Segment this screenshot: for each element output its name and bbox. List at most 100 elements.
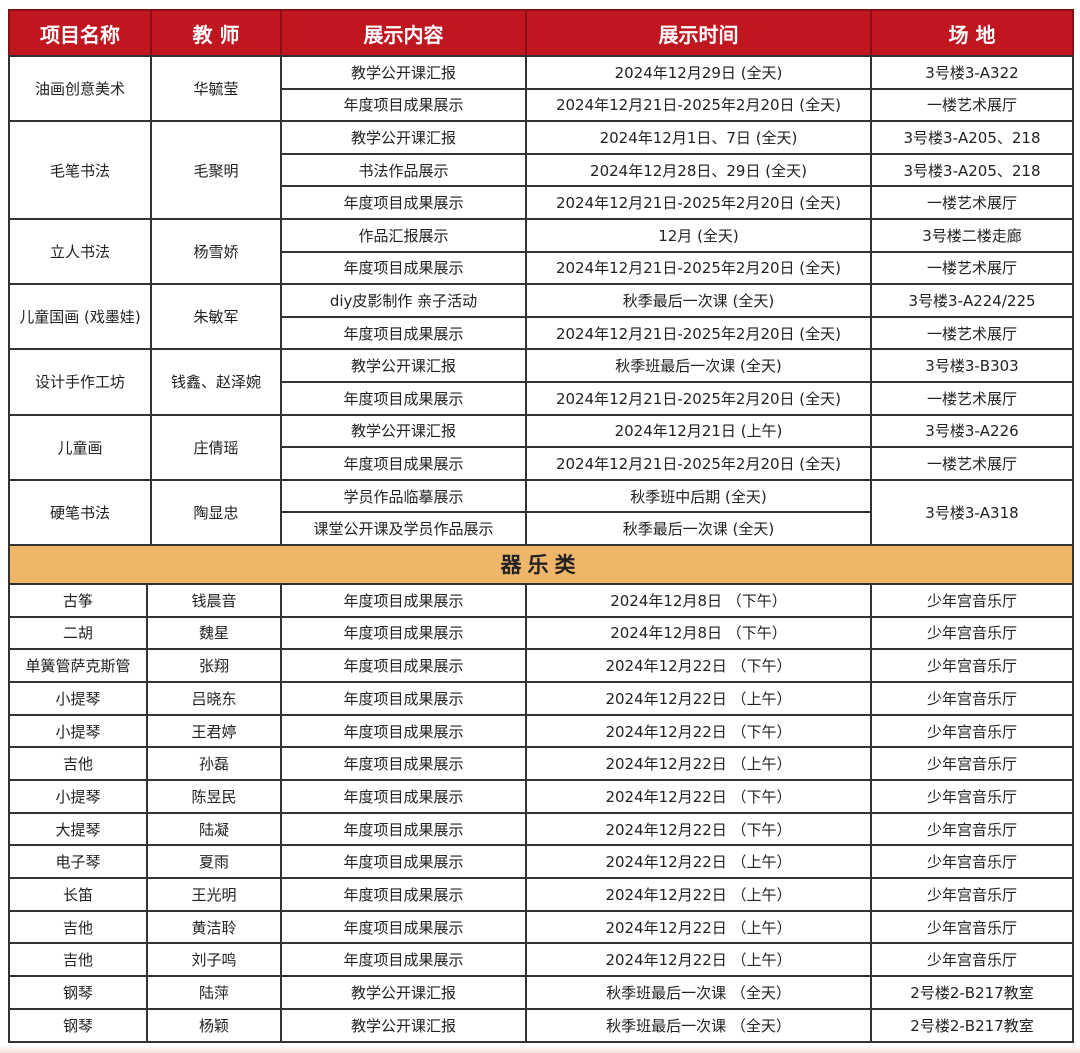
table-row: 二胡 魏星 年度项目成果展示 2024年12月8日 （下午） 少年宫音乐厅 bbox=[8, 615, 1074, 651]
table-row: 年度项目成果展示 2024年12月21日-2025年2月20日 (全天) 一楼艺术展… bbox=[9, 380, 1074, 416]
teacher-name: 陈昱民 bbox=[146, 779, 282, 814]
venue: 3号楼3-B303 bbox=[870, 348, 1074, 383]
display-time: 12月 (全天) bbox=[525, 217, 872, 253]
venue: 3号楼二楼走廊 bbox=[870, 217, 1074, 253]
project-name: 古筝 bbox=[8, 582, 148, 618]
display-content: 年度项目成果展示 bbox=[280, 877, 527, 912]
table-row: 立人书法 杨雪娇 作品汇报展示 12月 (全天) 3号楼二楼走廊 bbox=[8, 217, 1074, 286]
display-time: 2024年12月22日 （上午） bbox=[525, 680, 872, 716]
project-name: 吉他 bbox=[8, 909, 148, 945]
teacher-name: 张翔 bbox=[146, 648, 282, 683]
display-content: 年度项目成果展示 bbox=[280, 446, 527, 481]
display-content: 年度项目成果展示 bbox=[280, 380, 527, 416]
project-name: 长笛 bbox=[8, 877, 148, 912]
venue: 3号楼3-A205、218 bbox=[870, 120, 1074, 155]
display-time: 2024年12月22日 （上午） bbox=[525, 844, 872, 880]
display-time: 2024年12月21日-2025年2月20日 (全天) bbox=[525, 446, 872, 481]
display-content: 作品汇报展示 bbox=[280, 217, 527, 253]
music-schedule-table: 古筝 钱晨音 年度项目成果展示 2024年12月8日 （下午） 少年宫音乐厅 二胡 魏星 年度… bbox=[8, 582, 1074, 1043]
table-row: 年度项目成果展示 2024年12月21日-2025年2月20日 (全天) 一楼艺术展… bbox=[9, 185, 1074, 220]
display-content: 年度项目成果展示 bbox=[280, 250, 527, 286]
venue: 少年宫音乐厅 bbox=[870, 811, 1074, 847]
display-time: 秋季班中后期 (全天) bbox=[525, 478, 872, 514]
display-content: 年度项目成果展示 bbox=[280, 648, 527, 683]
display-content: 课堂公开课及学员作品展示 bbox=[280, 511, 527, 546]
header-content: 展示内容 bbox=[280, 9, 527, 57]
art-schedule-table: 项目名称 教 师 展示内容 展示时间 场 地 油画创意美术 华毓莹 教学公开课汇报 2… bbox=[8, 9, 1074, 585]
venue: 3号楼3-A318 bbox=[870, 478, 1074, 546]
table-row: 年度项目成果展示 2024年12月21日-2025年2月20日 (全天) 一楼艺术展… bbox=[9, 250, 1074, 286]
display-time: 秋季最后一次课 (全天) bbox=[525, 283, 872, 318]
venue: 3号楼3-A226 bbox=[870, 413, 1074, 449]
display-time: 2024年12月22日 （上午） bbox=[525, 877, 872, 912]
display-time: 2024年12月22日 （上午） bbox=[525, 746, 872, 782]
teacher-name: 华毓莹 bbox=[150, 54, 282, 123]
bottom-decoration bbox=[0, 1045, 1080, 1053]
table-row: 年度项目成果展示 2024年12月21日-2025年2月20日 (全天) 一楼艺术展… bbox=[9, 446, 1074, 481]
project-name: 二胡 bbox=[8, 615, 148, 651]
project-name: 毛笔书法 bbox=[8, 120, 152, 220]
display-content: 年度项目成果展示 bbox=[280, 582, 527, 618]
venue: 3号楼3-A224/225 bbox=[870, 283, 1074, 318]
display-time: 2024年12月21日 (上午) bbox=[525, 413, 872, 449]
venue: 少年宫音乐厅 bbox=[870, 615, 1074, 651]
teacher-name: 钱鑫、赵泽婉 bbox=[150, 348, 282, 416]
project-name: 硬笔书法 bbox=[8, 478, 152, 546]
venue: 2号楼2-B217教室 bbox=[870, 1007, 1074, 1043]
header-teacher: 教 师 bbox=[150, 9, 282, 57]
table-row: 油画创意美术 华毓莹 教学公开课汇报 2024年12月29日 (全天) 3号楼3-A32… bbox=[8, 54, 1074, 123]
table-row: 电子琴 夏雨 年度项目成果展示 2024年12月22日 （上午） 少年宫音乐厅 bbox=[8, 844, 1074, 880]
project-name: 吉他 bbox=[8, 942, 148, 978]
table-row: 毛笔书法 毛聚明 教学公开课汇报 2024年12月1日、7日 (全天) 3号楼3-A20… bbox=[8, 120, 1074, 220]
display-content: 年度项目成果展示 bbox=[280, 615, 527, 651]
table-row: 大提琴 陆凝 年度项目成果展示 2024年12月22日 （下午） 少年宫音乐厅 bbox=[8, 811, 1074, 847]
display-time: 秋季最后一次课 (全天) bbox=[525, 511, 872, 546]
teacher-name: 夏雨 bbox=[146, 844, 282, 880]
venue: 少年宫音乐厅 bbox=[870, 746, 1074, 782]
display-content: 年度项目成果展示 bbox=[280, 844, 527, 880]
project-name: 儿童国画 (戏墨娃) bbox=[8, 283, 152, 351]
table-row: 小提琴 陈昱民 年度项目成果展示 2024年12月22日 （下午） 少年宫音乐厅 bbox=[8, 779, 1074, 814]
venue: 一楼艺术展厅 bbox=[870, 446, 1074, 481]
display-time: 2024年12月1日、7日 (全天) bbox=[525, 120, 872, 155]
display-content: 年度项目成果展示 bbox=[280, 779, 527, 814]
teacher-name: 魏星 bbox=[146, 615, 282, 651]
project-name: 小提琴 bbox=[8, 779, 148, 814]
venue: 少年宫音乐厅 bbox=[870, 844, 1074, 880]
display-content: 年度项目成果展示 bbox=[280, 185, 527, 220]
project-name: 设计手作工坊 bbox=[8, 348, 152, 416]
schedule-table-container: 项目名称 教 师 展示内容 展示时间 场 地 油画创意美术 华毓莹 教学公开课汇报 2… bbox=[8, 9, 1074, 1043]
project-name: 油画创意美术 bbox=[8, 54, 152, 123]
display-time: 2024年12月21日-2025年2月20日 (全天) bbox=[525, 87, 872, 123]
display-time: 2024年12月22日 （下午） bbox=[525, 713, 872, 749]
project-name: 小提琴 bbox=[8, 713, 148, 749]
venue: 一楼艺术展厅 bbox=[870, 250, 1074, 286]
teacher-name: 庄倩瑶 bbox=[150, 413, 282, 481]
venue: 少年宫音乐厅 bbox=[870, 713, 1074, 749]
display-content: 教学公开课汇报 bbox=[280, 348, 527, 383]
display-time: 2024年12月29日 (全天) bbox=[525, 55, 872, 90]
display-time: 2024年12月22日 （上午） bbox=[525, 942, 872, 978]
display-time: 2024年12月28日、29日 (全天) bbox=[525, 152, 872, 188]
teacher-name: 陆凝 bbox=[146, 811, 282, 847]
venue: 3号楼3-A322 bbox=[870, 55, 1074, 90]
venue: 少年宫音乐厅 bbox=[870, 779, 1074, 814]
table-row: 年度项目成果展示 2024年12月21日-2025年2月20日 (全天) 一楼艺术展… bbox=[9, 315, 1074, 351]
teacher-name: 陶显忠 bbox=[150, 478, 282, 546]
table-row: 古筝 钱晨音 年度项目成果展示 2024年12月8日 （下午） 少年宫音乐厅 bbox=[8, 582, 1074, 618]
teacher-name: 吕晓东 bbox=[146, 680, 282, 716]
display-time: 2024年12月21日-2025年2月20日 (全天) bbox=[525, 185, 872, 220]
header-row: 项目名称 教 师 展示内容 展示时间 场 地 bbox=[8, 9, 1074, 57]
display-content: 年度项目成果展示 bbox=[280, 909, 527, 945]
teacher-name: 钱晨音 bbox=[146, 582, 282, 618]
display-time: 2024年12月22日 （上午） bbox=[525, 909, 872, 945]
teacher-name: 杨颖 bbox=[146, 1007, 282, 1043]
display-content: diy皮影制作 亲子活动 bbox=[280, 283, 527, 318]
project-name: 立人书法 bbox=[8, 217, 152, 286]
project-name: 儿童画 bbox=[8, 413, 152, 481]
display-content: 年度项目成果展示 bbox=[280, 713, 527, 749]
table-row: 吉他 刘子鸣 年度项目成果展示 2024年12月22日 （上午） 少年宫音乐厅 bbox=[8, 942, 1074, 978]
project-name: 钢琴 bbox=[8, 975, 148, 1010]
project-name: 钢琴 bbox=[8, 1007, 148, 1043]
display-content: 年度项目成果展示 bbox=[280, 87, 527, 123]
